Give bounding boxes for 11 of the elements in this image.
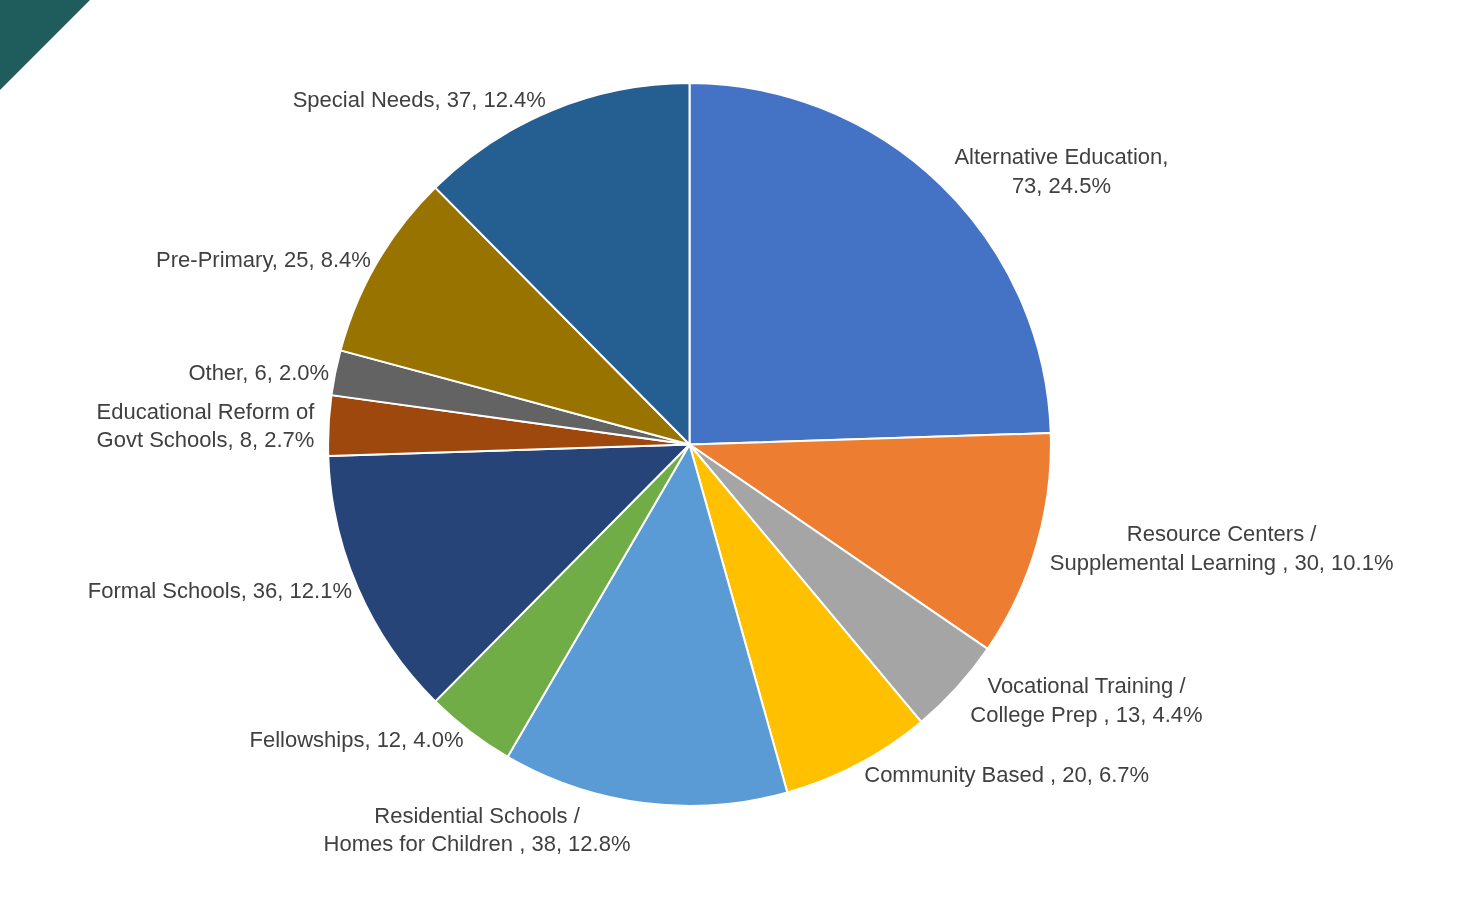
slice-label: Fellowships, 12, 4.0% (249, 726, 464, 752)
slice-label: Educational Reform of Govt Schools, 8, 2.7% (96, 398, 316, 453)
slice-label: Formal Schools, 36, 12.1% (87, 578, 352, 604)
slice-label: Other, 6, 2.0% (188, 359, 330, 385)
slice-label: Special Needs, 37, 12.4% (292, 87, 546, 113)
slice-label: Alternative Education, 73, 24.5% (954, 144, 1169, 198)
slice-label: Resource Centers / Supplemental Learning , 30, 10.1% (1049, 521, 1394, 575)
slice-label: Residential Schools / Homes for Children , 38, 12.8% (323, 802, 631, 857)
slice-label: Vocational Training / College Prep , 13, 4.4% (970, 672, 1203, 727)
slice-label: Pre-Primary, 25, 8.4% (156, 247, 371, 273)
slice-label: Community Based , 20, 6.7% (864, 761, 1150, 787)
